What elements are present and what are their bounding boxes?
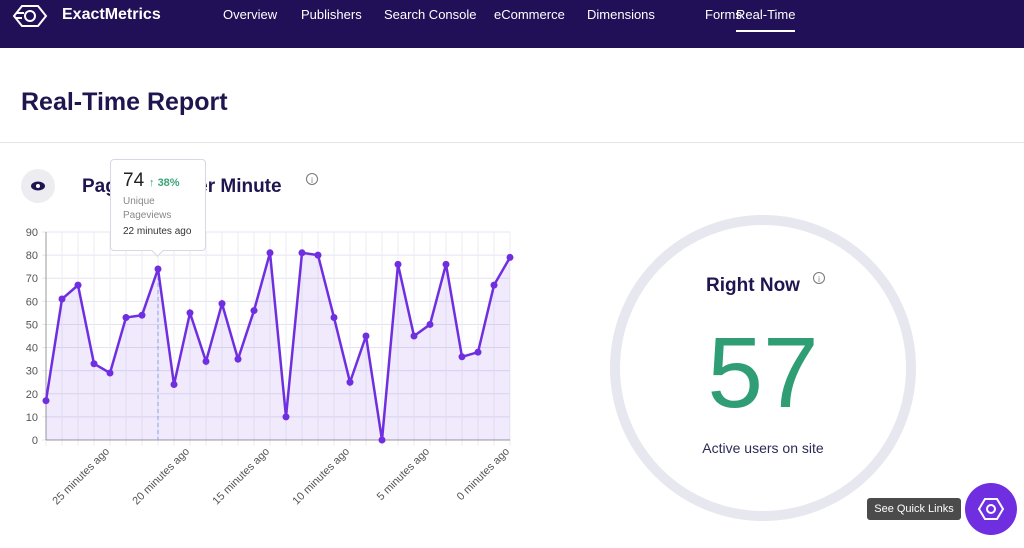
divider	[0, 142, 1024, 143]
tooltip-time: 22 minutes ago	[123, 226, 192, 237]
tooltip-value: 74	[123, 170, 145, 191]
point	[42, 397, 50, 405]
y-tick-label: 30	[26, 366, 38, 378]
point	[154, 265, 162, 273]
page-title: Real-Time Report	[21, 88, 228, 116]
nav-link[interactable]: Overview	[223, 7, 278, 22]
point	[506, 253, 514, 261]
nav-link-active[interactable]: Real-Time	[736, 7, 796, 32]
tooltip-change-value: 38%	[157, 177, 180, 189]
point	[490, 281, 498, 289]
point	[106, 369, 114, 377]
point	[58, 295, 66, 303]
point	[442, 260, 450, 268]
point	[202, 357, 210, 365]
info-icon[interactable]	[813, 272, 825, 284]
y-tick-label: 70	[26, 273, 38, 285]
nav-link[interactable]: Publishers	[301, 7, 362, 22]
point	[90, 360, 98, 368]
point	[218, 300, 226, 308]
nav-link[interactable]: Dimensions	[587, 7, 655, 22]
x-tick-label: 0 minutes ago	[455, 446, 512, 503]
logo-icon	[12, 5, 48, 27]
y-tick-label: 40	[26, 343, 38, 355]
point	[346, 378, 354, 386]
tooltip-label: Unique Pageviews	[123, 196, 172, 221]
point	[362, 332, 370, 340]
x-tick-label: 20 minutes ago	[130, 446, 192, 508]
nav-link[interactable]: Search Console	[384, 7, 477, 22]
y-tick-label: 50	[26, 319, 38, 331]
right-now-panel: Right Now i 57 Active users on site	[610, 215, 916, 521]
point	[138, 311, 146, 319]
info-icon-i: i	[818, 275, 820, 284]
x-tick-label: 15 minutes ago	[210, 446, 272, 508]
point	[74, 281, 82, 289]
point	[458, 353, 466, 361]
line	[44, 251, 512, 441]
point	[266, 249, 274, 257]
y-tick-label: 80	[26, 250, 38, 262]
point	[250, 307, 258, 315]
point	[170, 381, 178, 389]
logo[interactable]: ExactMetrics	[62, 6, 161, 23]
quick-links-icon-core	[986, 504, 996, 514]
right-now-value: 57	[707, 317, 818, 429]
chart: Pageviews Per Minute i 01020304050607080…	[21, 169, 514, 508]
quick-links-circle[interactable]	[965, 483, 1017, 535]
quick-links-icon	[977, 498, 1005, 520]
top-bar: ExactMetrics Overview Publishers Search …	[0, 0, 1024, 48]
point	[234, 355, 242, 363]
quick-links-button[interactable]	[964, 482, 1018, 536]
point	[330, 314, 338, 322]
right-now-caption: Active users on site	[702, 440, 824, 456]
point	[426, 320, 434, 328]
point	[314, 251, 322, 259]
y-tick-label: 0	[32, 435, 38, 447]
y-tick-label: 20	[26, 389, 38, 401]
point	[378, 436, 386, 444]
x-tick-label: 10 minutes ago	[290, 446, 352, 508]
point	[282, 413, 290, 421]
point	[410, 332, 418, 340]
info-icon[interactable]	[306, 173, 318, 185]
point	[122, 314, 130, 322]
y-tick-label: 10	[26, 412, 38, 424]
point	[298, 249, 306, 257]
quick-links-label[interactable]: See Quick Links	[867, 498, 961, 520]
y-tick-label: 90	[26, 227, 38, 239]
info-icon-i: i	[311, 176, 313, 185]
nav-link[interactable]: Forms	[705, 7, 742, 22]
point	[474, 348, 482, 356]
nav-link[interactable]: eCommerce	[494, 7, 565, 22]
right-now-title: Right Now	[706, 275, 800, 296]
tooltip: 74 ↑ 38% Unique Pageviews 22 minutes ago	[110, 159, 206, 257]
y-tick-label: 60	[26, 296, 38, 308]
point	[186, 309, 194, 317]
tooltip-change: ↑ 38%	[149, 177, 180, 189]
point	[394, 260, 402, 268]
x-tick-label: 25 minutes ago	[50, 446, 112, 508]
eye-pupil	[36, 184, 40, 188]
x-tick-label: 5 minutes ago	[375, 446, 432, 503]
ring	[610, 215, 916, 521]
